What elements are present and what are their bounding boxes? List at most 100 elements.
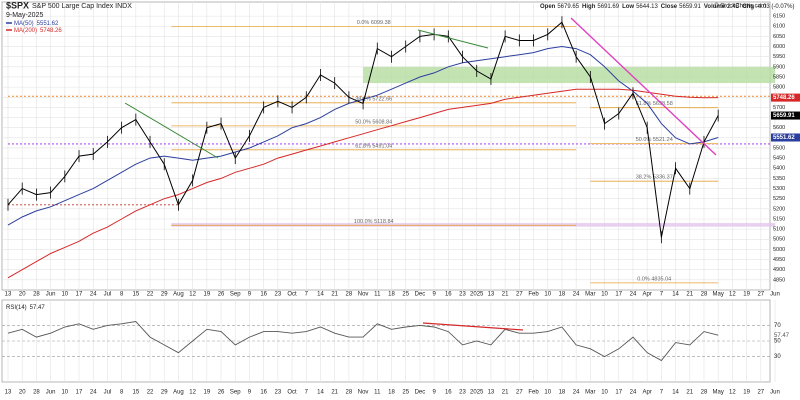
y-tick-label: 5700 (773, 105, 785, 111)
x-tick-label: Jun (46, 390, 56, 396)
x-tick-label: 17 (615, 292, 622, 298)
y-tick-label: 5150 (773, 216, 785, 222)
y-tick-label: 5850 (773, 74, 785, 80)
x-tick-label: 9 (432, 390, 436, 396)
y-tick-label: 5450 (773, 156, 785, 162)
x-tick-label: 21 (502, 292, 509, 298)
quote-label: Close (661, 4, 678, 10)
x-tick-label: 14 (317, 292, 324, 298)
x-tick-label: 10 (601, 292, 608, 298)
x-tick-label: Sep (230, 390, 241, 396)
x-tick-label: 9 (248, 390, 252, 396)
x-tick-label: 18 (388, 390, 395, 396)
x-tick-label: 10 (601, 390, 608, 396)
x-tick-label: Jun (770, 390, 780, 396)
x-tick-label: 16 (445, 390, 452, 396)
x-tick-label: 21 (686, 292, 693, 298)
y-tick-label: 5950 (773, 54, 785, 60)
x-tick-label: Jun (46, 292, 56, 298)
x-tick-label: 25 (402, 292, 409, 298)
x-tick-label: 28 (346, 292, 353, 298)
y-tick-label: 5050 (773, 237, 785, 243)
y-tick-label: 5250 (773, 196, 785, 202)
foreground-layer (7, 16, 719, 362)
y-tick-label: 5350 (773, 176, 785, 182)
x-tick-label: 9 (432, 292, 436, 298)
x-tick-label: 21 (502, 390, 509, 396)
y-tick-label: 5400 (773, 166, 785, 172)
x-tick-label: 12 (189, 390, 196, 396)
x-tick-label: Nov (358, 390, 369, 396)
quote-value: 5644.13 (636, 4, 658, 10)
x-tick-label: Oct (287, 390, 297, 396)
x-tick-label: 28 (701, 292, 708, 298)
x-tick-label: 23 (275, 292, 282, 298)
y-tick-label: 6100 (773, 24, 785, 30)
y-tick-label: 5500 (773, 145, 785, 151)
x-tick-label: 16 (445, 292, 452, 298)
x-tick-label: 27 (516, 292, 523, 298)
credit: © StockCharts.com (714, 3, 766, 10)
x-tick-label: 8 (120, 292, 124, 298)
x-tick-label: 27 (757, 390, 764, 396)
x-tick-label: 19 (204, 292, 211, 298)
x-tick-label: Apr (642, 292, 651, 298)
x-tick-label: 25 (402, 390, 409, 396)
quote-item: Open 5679.65 (540, 4, 580, 10)
x-tick-label: 27 (757, 292, 764, 298)
x-tick-label: 2025 (470, 292, 484, 298)
rsi-tick-label: 30 (774, 354, 781, 360)
x-tick-label: 24 (630, 292, 637, 298)
ticker: $SPX (6, 0, 29, 10)
x-tick-label: 21 (331, 292, 338, 298)
legend-entry: MA(200) 5748.26 (14, 28, 62, 34)
x-tick-label: 7 (660, 390, 664, 396)
x-tick-label: Aug (173, 292, 184, 298)
x-tick-label: 10 (544, 390, 551, 396)
x-tick-label: 24 (573, 292, 580, 298)
x-tick-label: Nov (358, 292, 369, 298)
fib-label: 50.0% 5521.24 (636, 137, 673, 143)
y-tick-label: 4950 (773, 257, 785, 263)
quote-item: Close 5659.91 (661, 4, 702, 10)
x-tick-label: 7 (660, 292, 664, 298)
x-tick-label: 7 (305, 292, 309, 298)
trend-line (124, 102, 219, 159)
x-tick-label: 18 (388, 292, 395, 298)
zone (363, 66, 775, 84)
x-tick-label: 23 (459, 390, 466, 396)
x-tick-label: 24 (573, 390, 580, 396)
quote-item: High 5691.69 (582, 4, 620, 10)
rsi-name: RSI(14) (6, 305, 27, 311)
y-tick-label: 6000 (773, 44, 785, 50)
x-tick-label: 28 (701, 390, 708, 396)
trend-line (570, 17, 717, 156)
y-tick-label: 4850 (773, 277, 785, 283)
x-tick-label: 7 (305, 390, 309, 396)
x-tick-label: 13 (488, 390, 495, 396)
x-tick-label: 10 (61, 390, 68, 396)
price-tag (771, 133, 800, 142)
price-tag-label: 5551.62 (773, 135, 795, 141)
x-tick-label: Dec (415, 292, 426, 298)
x-tick-label: 2025 (470, 390, 484, 396)
y-tick-label: 5600 (773, 125, 785, 131)
x-tick-label: Mar (585, 292, 595, 298)
x-tick-label: 17 (615, 390, 622, 396)
quote-label: High (582, 4, 596, 10)
legend-entry: MA(50) 5551.62 (14, 21, 59, 27)
x-tick-label: 23 (459, 292, 466, 298)
x-tick-label: 20 (19, 390, 26, 396)
date: 9-May-2025 (6, 12, 43, 19)
x-tick-label: Jul (104, 292, 112, 298)
y-tick-label: 5100 (773, 227, 785, 233)
layers: 0.0% 6099.38 38.2% 5722.66 50.0% 5608.84 61… (2, 2, 776, 382)
x-tick-label: 15 (132, 390, 139, 396)
x-tick-label: Jun (770, 292, 780, 298)
x-tick-label: 26 (218, 390, 225, 396)
x-tick-label: Feb (528, 292, 539, 298)
fib-label: 50.0% 5608.84 (355, 119, 392, 125)
x-tick-label: 13 (488, 292, 495, 298)
x-tick-label: 20 (19, 292, 26, 298)
